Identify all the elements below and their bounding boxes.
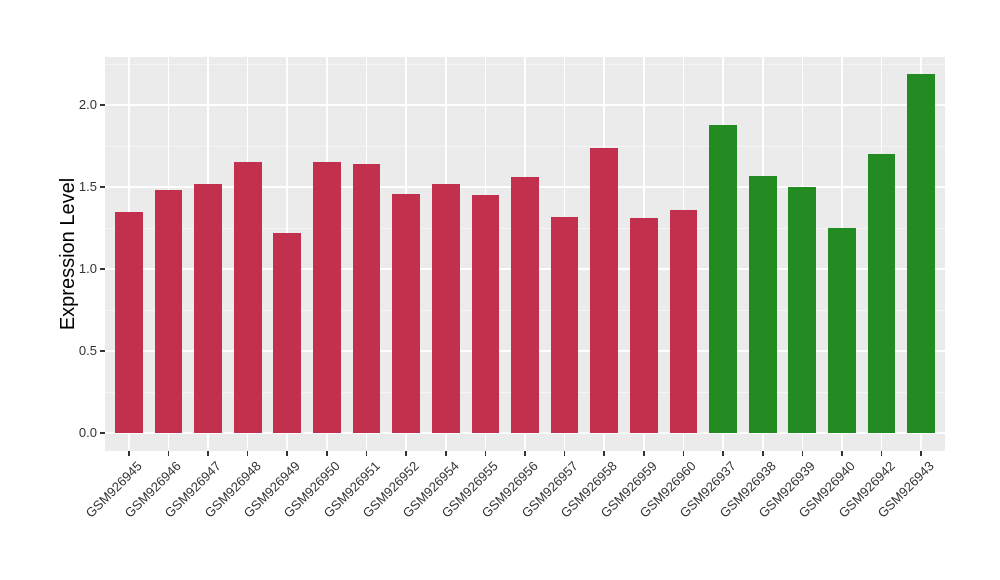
bar-GSM926943	[907, 73, 936, 433]
y-tick-label: 0.0	[78, 425, 97, 440]
y-axis-title: Expression Level	[57, 177, 79, 331]
x-tick-mark	[246, 451, 249, 456]
y-tick-label: 1.0	[78, 261, 97, 276]
bar-GSM926949	[273, 232, 302, 433]
bar-GSM926940	[828, 228, 856, 433]
bar-GSM926937	[709, 124, 737, 433]
x-tick-mark	[127, 451, 130, 456]
bar-GSM926948	[233, 162, 262, 433]
y-tick-label: 1.5	[78, 179, 97, 194]
x-tick-mark	[365, 451, 368, 456]
bar-GSM926957	[550, 216, 579, 433]
bar-GSM926942	[867, 154, 896, 433]
x-tick-mark	[524, 451, 526, 456]
x-tick-mark	[484, 451, 487, 456]
x-tick-mark	[801, 451, 804, 456]
bar-GSM926950	[313, 162, 341, 433]
bar-GSM926960	[669, 209, 698, 433]
bar-GSM926956	[511, 177, 539, 433]
y-tick-label: 2.0	[78, 97, 97, 112]
x-tick-mark	[722, 451, 724, 456]
bar-GSM926952	[392, 193, 420, 433]
bar-GSM926951	[352, 164, 381, 433]
x-tick-mark	[444, 451, 447, 456]
x-tick-mark	[603, 451, 606, 456]
x-tick-mark	[563, 451, 566, 456]
y-tick-mark	[100, 186, 105, 188]
x-tick-mark	[841, 451, 843, 456]
bar-GSM926946	[154, 190, 183, 433]
x-tick-mark	[326, 451, 328, 456]
bar-GSM926938	[748, 175, 777, 433]
bar-GSM926954	[431, 183, 460, 433]
bar-GSM926959	[630, 218, 658, 433]
x-tick-mark	[286, 451, 289, 456]
x-tick-mark	[643, 451, 645, 456]
x-tick-mark	[761, 451, 764, 456]
y-tick-mark	[100, 350, 105, 352]
bar-GSM926955	[471, 195, 500, 433]
x-tick-mark	[880, 451, 883, 456]
y-tick-label: 0.5	[78, 343, 97, 358]
x-tick-mark	[405, 451, 407, 456]
y-tick-mark	[100, 104, 105, 106]
bar-GSM926947	[194, 183, 222, 433]
x-tick-mark	[207, 451, 209, 456]
x-tick-mark	[682, 451, 685, 456]
x-tick-mark	[167, 451, 170, 456]
bar-GSM926939	[788, 187, 817, 433]
x-tick-mark	[920, 451, 923, 456]
y-tick-mark	[100, 432, 105, 434]
bar-GSM926958	[590, 147, 619, 433]
y-tick-mark	[100, 268, 105, 270]
bar-GSM926945	[114, 211, 143, 433]
